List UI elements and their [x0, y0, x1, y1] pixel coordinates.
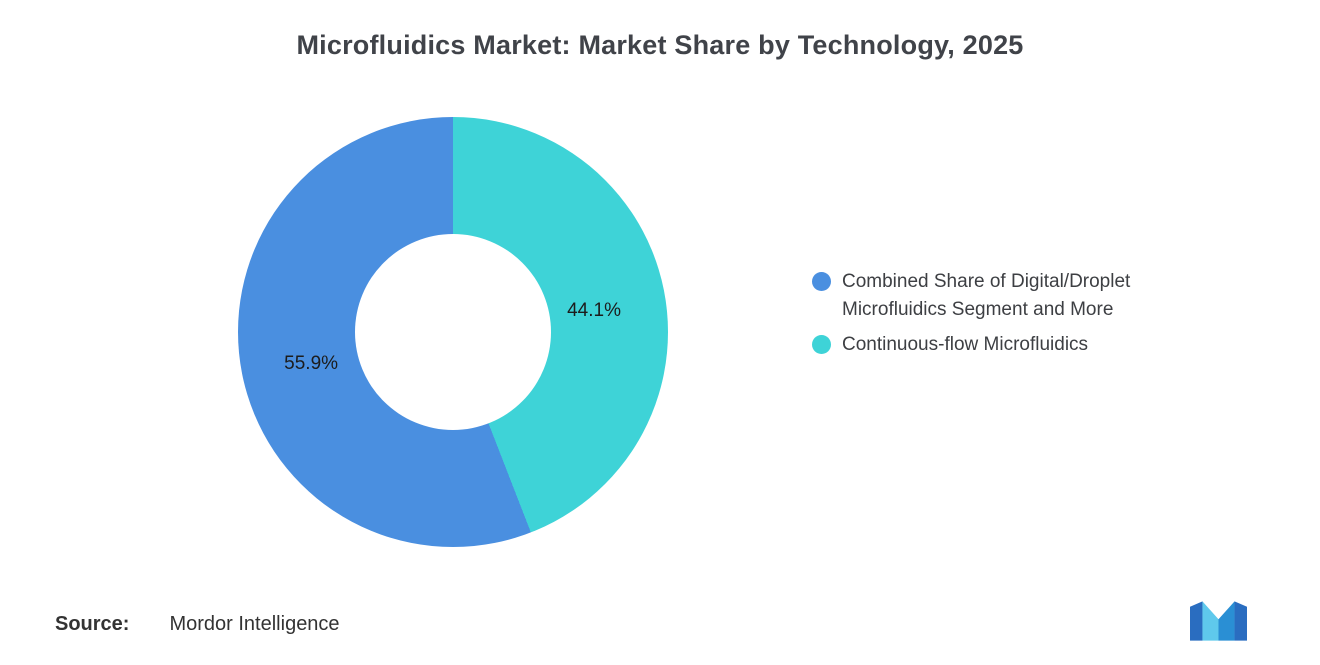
- source-line: Source: Mordor Intelligence: [55, 613, 340, 636]
- source-label: Source:: [55, 613, 130, 635]
- legend-label: Combined Share of Digital/Droplet Microf…: [842, 271, 1131, 320]
- legend-dot-icon: [812, 272, 831, 291]
- legend-item-continuous-flow: Continuous-flow Microfluidics: [812, 331, 1204, 359]
- chart-legend: Combined Share of Digital/Droplet Microf…: [812, 268, 1204, 359]
- donut-hole: [355, 234, 551, 430]
- donut-chart: 44.1% 55.9%: [238, 117, 668, 547]
- legend-label: Continuous-flow Microfluidics: [842, 334, 1089, 355]
- legend-item-combined-share: Combined Share of Digital/Droplet Microf…: [812, 268, 1204, 324]
- chart-title: Microfluidics Market: Market Share by Te…: [296, 30, 1024, 60]
- source-value: Mordor Intelligence: [169, 613, 340, 635]
- slice-label-continuous-flow: 44.1%: [567, 300, 621, 322]
- slice-label-combined-share: 55.9%: [284, 353, 339, 375]
- legend-dot-icon: [812, 335, 831, 354]
- mordor-intelligence-logo-icon: [1190, 601, 1247, 641]
